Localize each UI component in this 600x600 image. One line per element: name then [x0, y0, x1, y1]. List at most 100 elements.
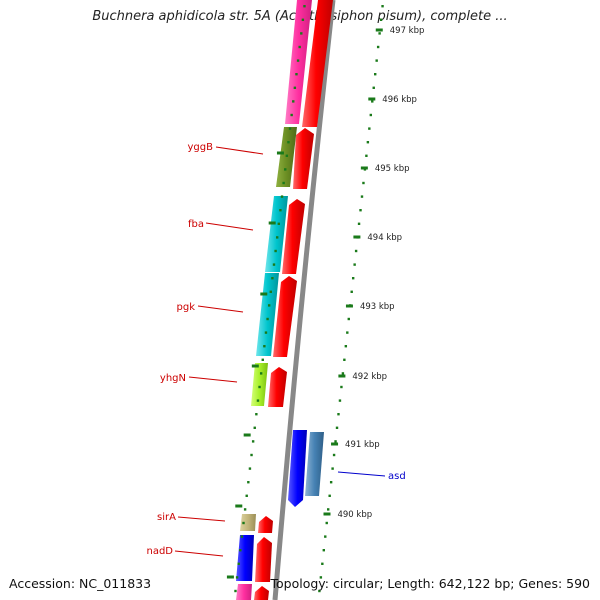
track-dot	[245, 494, 248, 497]
right-dotted-track	[318, 5, 384, 593]
track-dot	[325, 521, 328, 525]
orf-arrow	[293, 128, 314, 189]
track-dot	[335, 426, 339, 429]
orf-arrow	[302, 0, 333, 127]
track-dot	[243, 508, 247, 511]
track-dot	[239, 549, 242, 552]
track-dot	[292, 100, 295, 103]
orf-khaki-sirA	[240, 514, 256, 531]
gene-label-asd[interactable]: asd	[388, 471, 406, 482]
orf-lime-yhgN	[251, 363, 268, 406]
topology-text: Topology: circular; Length: 642,122 bp; …	[270, 576, 591, 591]
track-dot	[255, 413, 258, 416]
track-dot	[263, 345, 266, 348]
track-dot	[287, 141, 290, 144]
track-dot	[349, 304, 352, 307]
track-dot	[282, 181, 285, 185]
connector-yggB	[215, 146, 264, 155]
track-dot	[334, 440, 337, 443]
gene-connectors	[174, 146, 386, 557]
track-dot	[248, 467, 252, 470]
track-dot	[279, 209, 282, 212]
gene-label-yhgN[interactable]: yhgN	[160, 373, 186, 384]
track-dot	[237, 562, 240, 565]
track-dot	[362, 181, 365, 185]
track-dot	[376, 45, 380, 49]
track-dot	[351, 277, 355, 280]
track-dot	[379, 18, 383, 21]
orf-cyan-fba	[265, 196, 288, 272]
track-dot	[371, 100, 374, 103]
orf-arrow	[254, 586, 269, 600]
track-dot	[276, 236, 279, 239]
orf-magenta	[285, 0, 312, 124]
track-dot	[346, 331, 349, 334]
track-dot	[340, 385, 343, 389]
orf-blue-nadD	[236, 535, 254, 581]
track-dot	[329, 481, 333, 484]
track-dot	[274, 249, 277, 253]
connector-fba	[205, 222, 254, 231]
track-dot	[251, 440, 255, 443]
connector-asd	[337, 471, 386, 477]
orf-cyan-pgk	[256, 273, 279, 356]
scale-label: 490 kbp	[337, 510, 372, 520]
scale-label: 491 kbp	[345, 440, 380, 450]
gene-label-fba[interactable]: fba	[188, 219, 204, 230]
track-dot	[347, 317, 350, 321]
gene-label-nadD[interactable]: nadD	[146, 546, 173, 557]
track-dot	[356, 236, 359, 239]
track-dot	[240, 535, 244, 538]
scale-label: 494 kbp	[367, 233, 402, 243]
track-dot	[375, 59, 378, 62]
track-dot	[301, 18, 305, 21]
track-dot	[328, 494, 331, 497]
gene-label-pgk[interactable]: pgk	[177, 302, 196, 313]
track-dot	[344, 345, 348, 348]
track-dot	[331, 467, 334, 470]
asd-orf-group	[288, 430, 324, 507]
track-dot	[366, 141, 370, 144]
track-dot	[365, 154, 368, 157]
track-dot	[277, 222, 281, 225]
track-dot	[369, 113, 373, 117]
reverse-orf-group	[254, 0, 333, 600]
track-dot	[295, 73, 298, 76]
orf-arrow	[255, 537, 272, 582]
orf-magenta-bottom	[236, 584, 252, 600]
track-dot	[267, 304, 271, 307]
track-dot	[298, 45, 301, 49]
track-dot	[253, 426, 256, 429]
track-dot	[318, 589, 321, 593]
scale-group: 497 kbp 496 kbp 495 kbp 494 kbp 493 kbp 492 k…	[226, 26, 424, 579]
orf-blue-asd	[288, 430, 307, 507]
track-dot	[280, 195, 284, 198]
track-dot	[368, 127, 371, 130]
connector-nadD	[174, 550, 224, 557]
track-dot	[256, 399, 260, 402]
track-dot	[272, 263, 276, 266]
track-dot	[319, 576, 323, 579]
scale-label: 492 kbp	[352, 372, 387, 382]
track-dot	[354, 249, 358, 253]
track-dot	[261, 358, 264, 361]
orf-steelblue	[305, 432, 324, 496]
track-dot	[285, 154, 289, 157]
track-dot	[374, 73, 377, 76]
track-dot	[341, 372, 345, 375]
left-dotted-track	[234, 5, 306, 593]
scale-label: 496 kbp	[382, 95, 417, 105]
orf-arrow	[268, 367, 287, 407]
track-dot	[360, 195, 364, 198]
track-dot	[357, 222, 361, 225]
gene-label-yggB[interactable]: yggB	[188, 142, 214, 153]
track-dot	[266, 317, 269, 321]
track-dot	[321, 562, 324, 565]
track-dot	[332, 453, 336, 457]
track-dot	[235, 576, 239, 579]
track-dot	[327, 508, 330, 511]
track-dot	[381, 5, 384, 8]
gene-label-sirA[interactable]: sirA	[157, 512, 176, 523]
track-dot	[271, 277, 274, 280]
orf-arrow	[273, 276, 297, 357]
